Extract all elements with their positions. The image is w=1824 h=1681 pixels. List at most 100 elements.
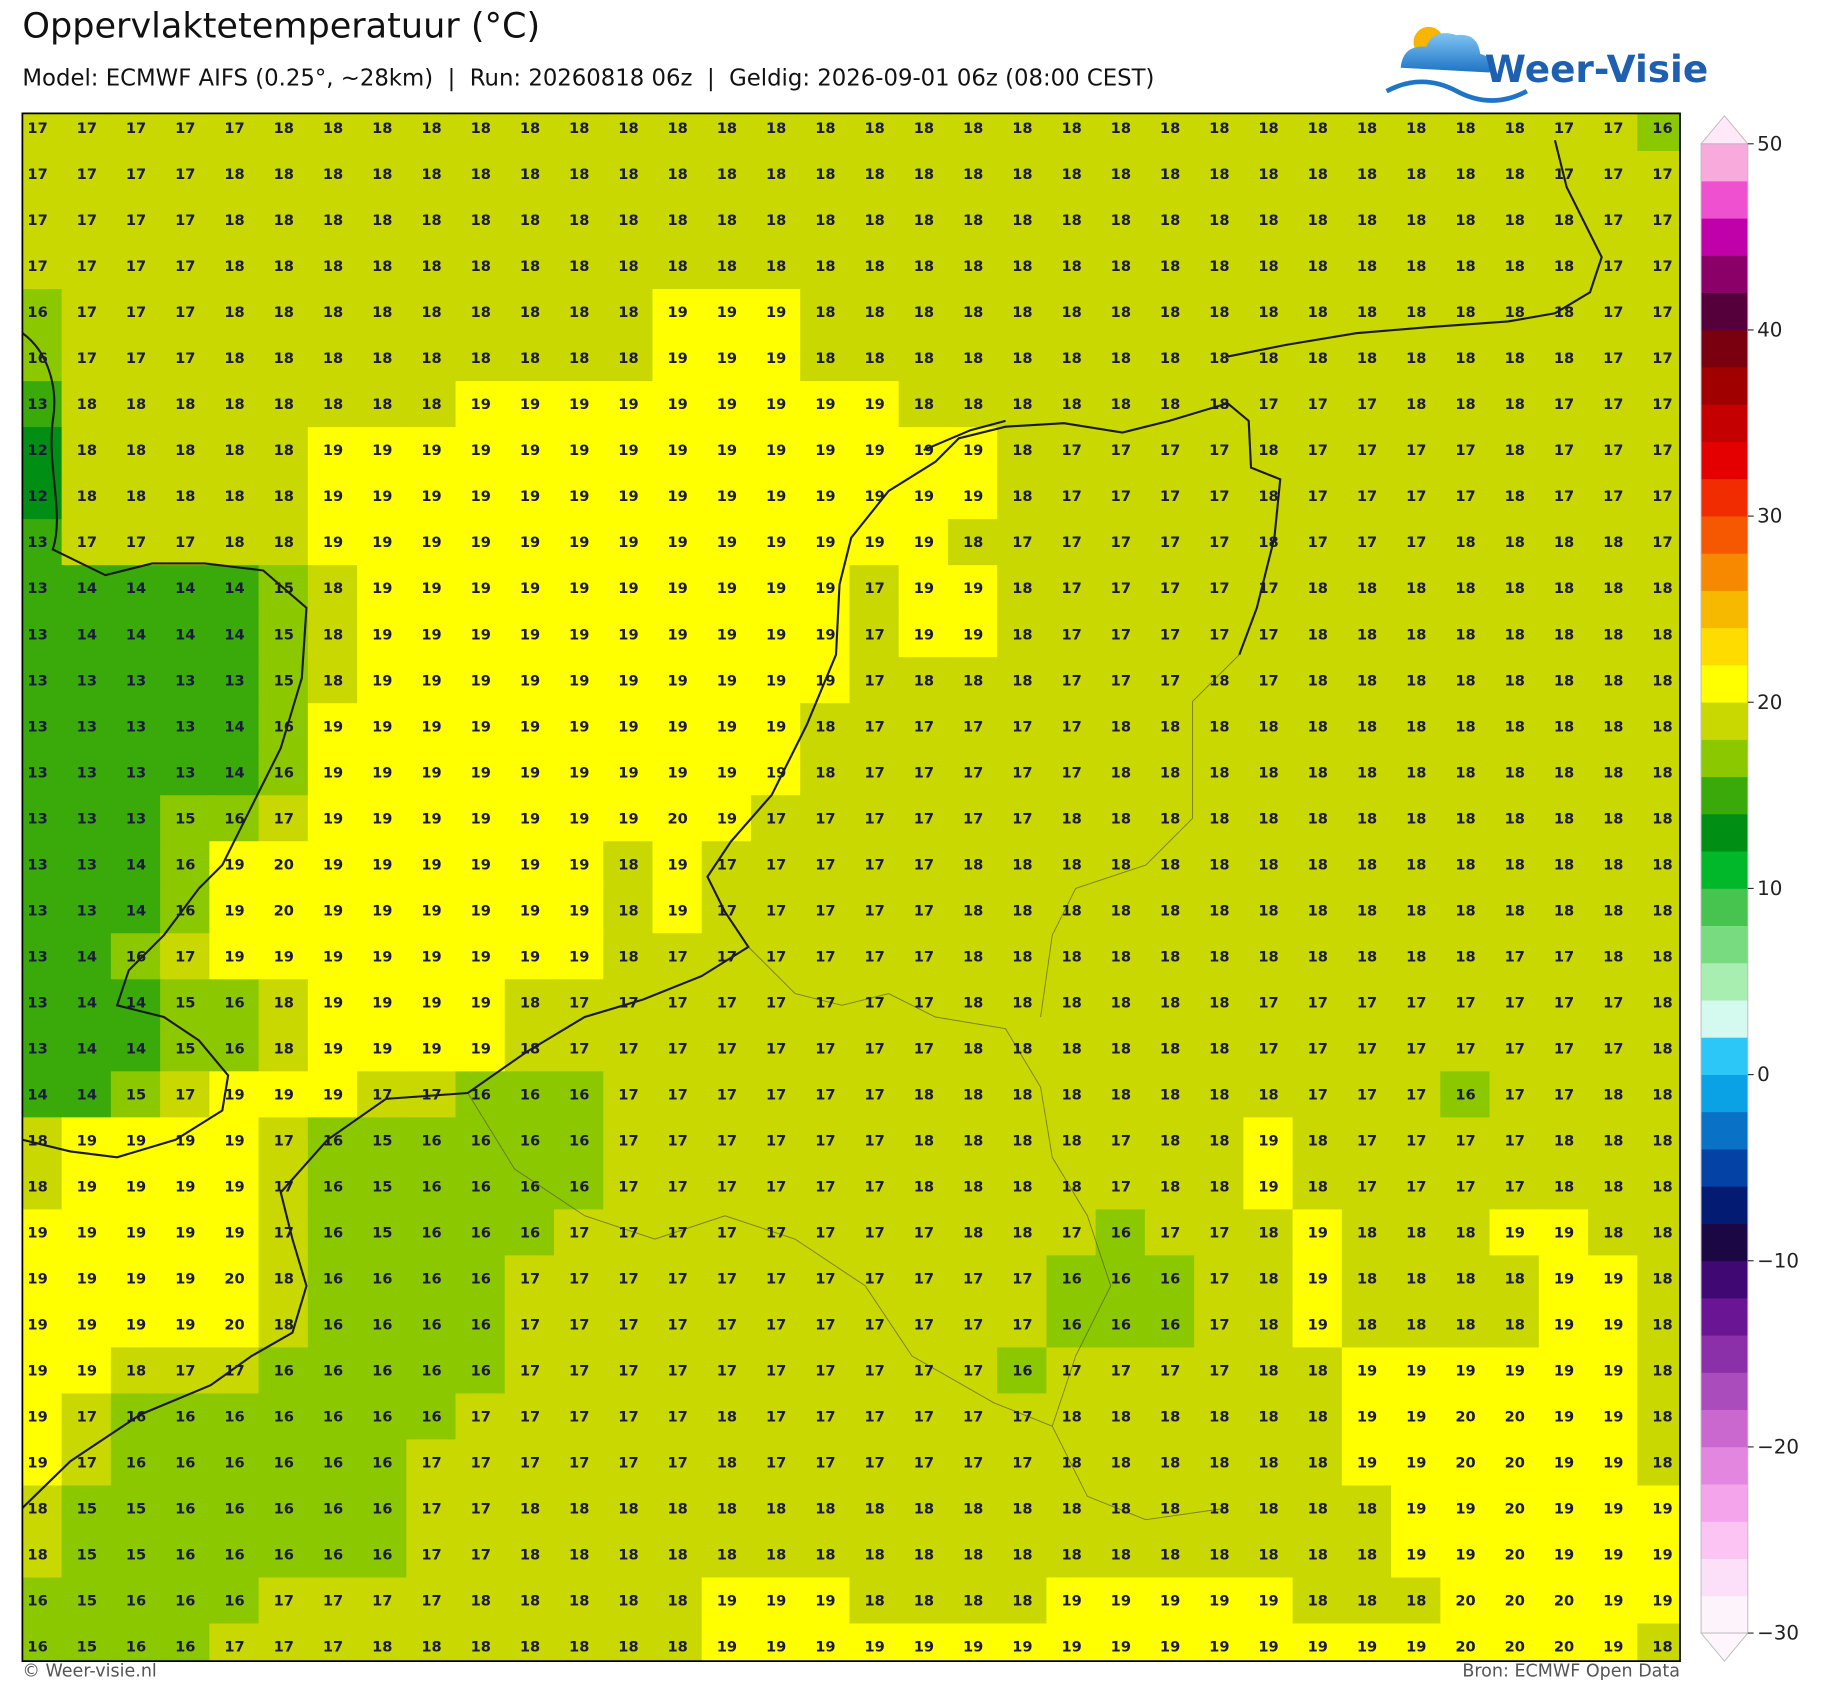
cell-value: 19 <box>126 1316 146 1333</box>
cell-value: 19 <box>766 718 786 735</box>
cell <box>1095 381 1147 429</box>
cell <box>406 795 457 843</box>
cell-value: 19 <box>766 350 786 367</box>
cell-value: 14 <box>126 580 146 597</box>
cell-value: 18 <box>1061 902 1081 919</box>
cell <box>504 151 556 199</box>
cell-value: 19 <box>471 902 491 919</box>
cell <box>504 519 556 567</box>
cell <box>1489 151 1540 199</box>
cell <box>554 335 605 383</box>
cell-value: 19 <box>421 718 441 735</box>
cell <box>357 197 408 245</box>
cell-value: 18 <box>1012 442 1032 459</box>
cell-value: 18 <box>864 1547 884 1564</box>
cell-value: 18 <box>1455 810 1475 827</box>
cell-value: 18 <box>1258 1316 1278 1333</box>
cell-value: 18 <box>1357 856 1377 873</box>
cell <box>22 1623 63 1662</box>
cell <box>110 113 162 153</box>
cell <box>357 427 408 475</box>
cell-value: 19 <box>668 718 688 735</box>
cell <box>406 657 457 705</box>
cell-value: 17 <box>520 1270 540 1287</box>
cell-value: 18 <box>421 396 441 413</box>
cell-value: 18 <box>1652 994 1672 1011</box>
cell <box>1243 657 1294 705</box>
cell-value: 16 <box>126 1593 146 1610</box>
cell-value: 18 <box>323 120 343 137</box>
cell-value: 12 <box>27 442 47 459</box>
cell <box>209 1393 260 1441</box>
cell-value: 14 <box>126 856 146 873</box>
cell-value: 20 <box>274 856 294 873</box>
cell <box>554 795 605 843</box>
cell-value: 18 <box>1111 1501 1131 1518</box>
cell-value: 13 <box>77 902 97 919</box>
cell-value: 17 <box>1505 1086 1525 1103</box>
cell <box>61 151 113 199</box>
cell <box>307 703 359 751</box>
cell-value: 19 <box>372 534 392 551</box>
cell-value: 19 <box>1554 1224 1574 1241</box>
cell <box>307 979 359 1027</box>
cell-value: 18 <box>1505 902 1525 919</box>
cell-value: 18 <box>1455 1316 1475 1333</box>
cell-value: 17 <box>864 1132 884 1149</box>
cell <box>455 427 506 475</box>
cell-value: 18 <box>520 1639 540 1656</box>
cell-value: 18 <box>274 120 294 137</box>
cell <box>258 113 309 153</box>
cell <box>701 1209 753 1257</box>
cell <box>1391 565 1442 613</box>
cell <box>209 1301 260 1349</box>
cell <box>307 611 359 659</box>
cell <box>160 1577 211 1625</box>
cell-value: 19 <box>864 488 884 505</box>
cell <box>997 795 1048 843</box>
cell <box>1637 1025 1681 1073</box>
cell-value: 17 <box>1652 304 1672 321</box>
cell-value: 17 <box>914 718 934 735</box>
cell <box>61 841 113 889</box>
cell <box>554 473 605 521</box>
cell <box>701 795 753 843</box>
cell-value: 18 <box>1209 1178 1229 1195</box>
cell <box>406 565 457 613</box>
cell <box>554 381 605 429</box>
cell-value: 18 <box>1357 1224 1377 1241</box>
cell <box>849 197 900 245</box>
cell-value: 18 <box>1652 902 1672 919</box>
cell-value: 17 <box>175 948 195 965</box>
cell-value: 18 <box>520 994 540 1011</box>
cell-value: 18 <box>1308 166 1328 183</box>
cell <box>652 243 703 291</box>
cell <box>1243 1439 1294 1487</box>
cell <box>1144 703 1196 751</box>
cell-value: 17 <box>1160 534 1180 551</box>
cell <box>357 1347 408 1395</box>
cell <box>603 795 654 843</box>
cell-value: 19 <box>421 764 441 781</box>
cell <box>504 749 556 797</box>
cell <box>110 1209 162 1257</box>
cell <box>110 1163 162 1211</box>
cell-value: 18 <box>1308 1547 1328 1564</box>
cell-value: 18 <box>1406 396 1426 413</box>
cell-value: 18 <box>963 1547 983 1564</box>
cell-value: 17 <box>1603 212 1623 229</box>
cell-value: 18 <box>421 350 441 367</box>
cell <box>1637 611 1681 659</box>
cell-value: 18 <box>1406 902 1426 919</box>
cell <box>1588 611 1639 659</box>
cell <box>1489 427 1540 475</box>
cell-value: 17 <box>1554 1086 1574 1103</box>
cell-value: 17 <box>766 1086 786 1103</box>
cell-value: 17 <box>914 1270 934 1287</box>
cell-value: 18 <box>914 212 934 229</box>
cell <box>1637 841 1681 889</box>
cell <box>1341 381 1393 429</box>
cell <box>1095 1163 1147 1211</box>
cell-value: 17 <box>1554 994 1574 1011</box>
cell-value: 17 <box>1209 488 1229 505</box>
